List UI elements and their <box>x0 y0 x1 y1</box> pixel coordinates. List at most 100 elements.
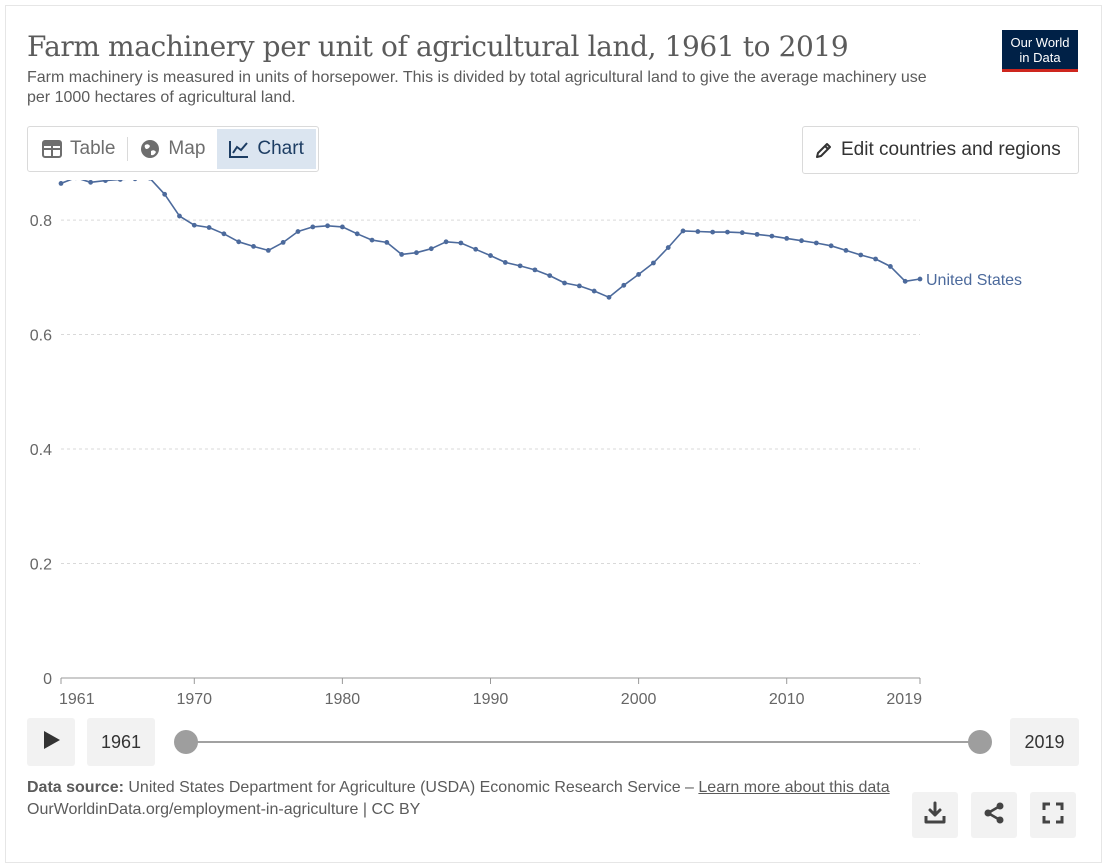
data-point <box>680 228 686 234</box>
data-point <box>103 180 108 183</box>
y-tick-label: 0 <box>43 671 52 688</box>
play-icon <box>41 730 61 755</box>
data-point <box>280 239 286 245</box>
data-point <box>917 276 923 282</box>
data-point <box>636 272 642 277</box>
tab-table[interactable]: Table <box>30 129 127 169</box>
data-point <box>769 233 775 239</box>
timeline: 1961 2019 <box>27 718 1079 766</box>
data-point <box>621 282 627 288</box>
tab-table-label: Table <box>70 138 116 159</box>
grid-lines <box>61 219 920 565</box>
tab-map[interactable]: Map <box>128 129 217 169</box>
data-point <box>695 229 701 234</box>
share-icon <box>982 801 1006 830</box>
data-point <box>473 246 479 252</box>
tab-divider <box>127 137 129 161</box>
data-point <box>191 222 197 228</box>
page-title: Farm machinery per unit of agricultural … <box>27 30 849 63</box>
data-point <box>873 256 878 262</box>
data-point <box>606 294 612 300</box>
line-chart-icon <box>229 140 249 158</box>
data-point <box>710 229 716 235</box>
data-point <box>517 263 523 269</box>
learn-more-link[interactable]: Learn more about this data <box>698 779 890 796</box>
x-tick-label: 2010 <box>769 691 805 708</box>
data-point <box>813 240 819 246</box>
footer: Data source: United States Department fo… <box>27 778 907 820</box>
data-point <box>488 253 493 258</box>
data-point <box>221 231 227 237</box>
series-layer[interactable]: United States <box>58 180 1022 300</box>
data-point <box>902 278 908 284</box>
data-point <box>310 224 316 230</box>
data-point <box>369 237 375 243</box>
tab-chart[interactable]: Chart <box>217 129 316 169</box>
x-tick-label: 1961 <box>59 691 95 708</box>
data-point <box>148 180 152 181</box>
pencil-icon <box>815 141 833 159</box>
edit-countries-label: Edit countries and regions <box>841 139 1061 160</box>
timeline-end-handle[interactable] <box>968 730 992 754</box>
data-source-text: United States Department for Agriculture… <box>128 779 694 796</box>
data-point <box>725 229 730 235</box>
data-point <box>399 252 405 257</box>
play-button[interactable] <box>27 718 75 766</box>
globe-icon <box>140 139 160 159</box>
data-point <box>428 246 434 252</box>
timeline-start-handle[interactable] <box>174 730 198 754</box>
download-icon <box>923 801 947 830</box>
x-tick-label: 1990 <box>473 691 509 708</box>
data-point <box>651 260 656 266</box>
data-point <box>591 288 597 294</box>
x-axis: 1961 1970 1980 1990 2000 2010 2019 <box>59 677 922 708</box>
data-point <box>784 235 790 241</box>
page-subtitle: Farm machinery is measured in units of h… <box>27 69 927 106</box>
fullscreen-icon <box>1042 802 1064 829</box>
download-button[interactable] <box>912 792 958 838</box>
data-point <box>354 231 360 237</box>
data-point <box>206 225 212 230</box>
data-point <box>799 238 804 244</box>
data-source-label: Data source: <box>27 779 124 796</box>
data-point <box>828 243 834 249</box>
data-point <box>414 250 419 256</box>
data-point <box>251 244 256 249</box>
logo-line-1: Our World <box>1010 35 1070 50</box>
share-button[interactable] <box>971 792 1017 838</box>
fullscreen-button[interactable] <box>1030 792 1076 838</box>
x-tick-label: 1970 <box>176 691 212 708</box>
x-tick-label: 2000 <box>621 691 657 708</box>
data-point <box>132 180 138 182</box>
data-point <box>858 252 864 258</box>
data-point <box>665 245 671 250</box>
y-axis-ticks: 0 0.2 0.4 0.6 0.8 <box>30 213 52 688</box>
data-point <box>177 213 182 219</box>
data-point <box>843 248 849 253</box>
footer-url[interactable]: OurWorldinData.org/employment-in-agricul… <box>27 801 421 818</box>
y-tick-label: 0.6 <box>30 328 52 345</box>
timeline-end-year[interactable]: 2019 <box>1010 718 1079 766</box>
owid-logo[interactable]: Our World in Data <box>1002 30 1078 72</box>
y-tick-label: 0.4 <box>30 442 52 459</box>
data-point <box>295 229 301 234</box>
timeline-track[interactable] <box>187 741 980 743</box>
data-point <box>58 181 64 186</box>
data-point <box>754 231 760 237</box>
y-tick-label: 0.8 <box>30 213 52 230</box>
data-point <box>562 280 567 286</box>
data-point <box>384 239 390 245</box>
x-tick-label: 1980 <box>325 691 361 708</box>
tab-map-label: Map <box>168 138 206 159</box>
timeline-start-year[interactable]: 1961 <box>87 718 155 766</box>
data-point <box>265 248 271 253</box>
data-point <box>547 273 553 278</box>
series-line <box>60 180 921 299</box>
tab-chart-label: Chart <box>257 138 304 159</box>
view-tabs: Table Map Chart <box>27 126 319 172</box>
edit-countries-button[interactable]: Edit countries and regions <box>802 126 1079 174</box>
data-point <box>739 230 745 236</box>
series-label: United States <box>926 272 1022 289</box>
x-tick-label: 2019 <box>886 691 922 708</box>
data-point <box>339 224 345 230</box>
